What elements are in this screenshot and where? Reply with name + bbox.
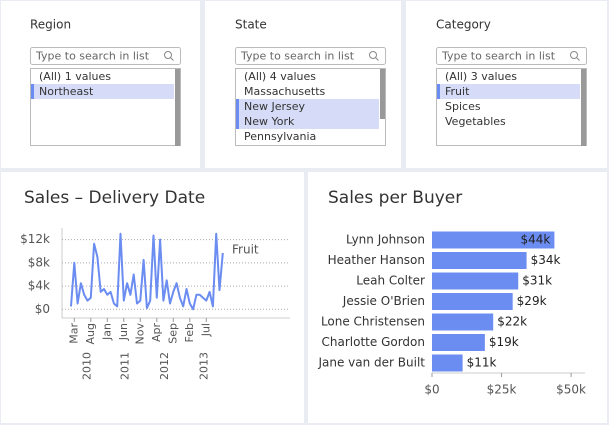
x-tick-label: $50k	[556, 383, 586, 397]
filter-label: Region	[30, 18, 71, 32]
value-label: $22k	[497, 315, 527, 329]
selected-marker	[236, 114, 239, 129]
x-tick-label: Jul	[199, 323, 212, 337]
line-series	[70, 232, 224, 311]
series-label: Fruit	[232, 243, 259, 257]
selected-marker	[437, 84, 440, 99]
list-item[interactable]: New York	[244, 115, 295, 128]
y-tick-label: $8k	[28, 255, 50, 269]
list-box	[30, 68, 181, 146]
list-item[interactable]: Spices	[445, 100, 481, 113]
y-tick-label: Jane van der Built	[317, 356, 425, 370]
bar[interactable]	[432, 354, 463, 372]
bar[interactable]	[432, 252, 527, 269]
list-item[interactable]: Vegetables	[445, 115, 506, 128]
filter-label: State	[235, 18, 267, 32]
search-icon	[375, 57, 379, 61]
list-box	[436, 68, 587, 146]
value-label: $34k	[531, 253, 561, 267]
y-tick-label: $12k	[20, 232, 50, 246]
value-label: $11k	[467, 356, 497, 370]
x-tick-label: Jan	[100, 323, 113, 341]
scrollbar	[581, 69, 586, 146]
search-box[interactable]	[30, 47, 181, 65]
selected-highlight	[437, 84, 580, 99]
x-group-label: 2010	[81, 352, 94, 380]
bar[interactable]	[432, 293, 513, 310]
x-group-label: 2012	[158, 352, 171, 380]
x-tick-label: Mar	[67, 323, 80, 344]
x-tick-label: Jun	[117, 323, 130, 341]
list-item[interactable]: (All) 4 values	[244, 70, 316, 83]
bar[interactable]	[432, 272, 519, 290]
list-item[interactable]: Massachusetts	[244, 85, 326, 98]
search-placeholder: Type to search in list	[35, 50, 150, 63]
search-box[interactable]	[436, 47, 587, 65]
scrollbar	[175, 69, 180, 146]
search-icon	[164, 51, 172, 59]
bar[interactable]	[432, 334, 485, 351]
x-tick-label: $25k	[487, 383, 517, 397]
x-tick-label: Nov	[133, 323, 146, 345]
x-tick-label: Sep	[166, 323, 179, 344]
value-label: $44k	[521, 233, 551, 247]
selected-highlight	[236, 99, 379, 114]
x-tick-label: $0	[424, 383, 439, 397]
value-label: $31k	[522, 274, 552, 288]
chart-panel	[1, 172, 304, 423]
x-tick-label: Apr	[150, 323, 163, 343]
bar[interactable]	[432, 313, 494, 331]
list-item[interactable]: (All) 1 values	[39, 70, 111, 83]
list-item[interactable]: (All) 3 values	[445, 70, 517, 83]
search-icon	[576, 57, 580, 61]
filter-label: Category	[436, 18, 491, 32]
chart-title: Sales per Buyer	[328, 188, 462, 208]
x-group-label: 2011	[118, 352, 131, 380]
y-tick-label: $4k	[28, 279, 50, 293]
y-tick-label: Jessie O'Brien	[342, 294, 425, 308]
selected-marker	[236, 99, 239, 114]
y-tick-label: Lone Christensen	[321, 315, 425, 329]
x-group-label: 2013	[198, 352, 211, 380]
list-item[interactable]: Fruit	[445, 85, 470, 98]
value-label: $29k	[517, 294, 547, 308]
search-box[interactable]	[235, 47, 386, 65]
selected-highlight	[236, 114, 379, 129]
search-icon	[170, 57, 174, 61]
y-tick-label: Heather Hanson	[328, 253, 425, 267]
search-icon	[570, 51, 578, 59]
bar[interactable]	[432, 231, 555, 249]
selected-marker	[31, 84, 34, 99]
x-tick-label: Aug	[84, 323, 97, 344]
x-tick-label: Feb	[183, 323, 196, 342]
y-tick-label: Leah Colter	[356, 274, 425, 288]
y-tick-label: Lynn Johnson	[346, 233, 425, 247]
list-item[interactable]: Northeast	[39, 85, 94, 98]
list-item[interactable]: New Jersey	[244, 100, 306, 113]
search-placeholder: Type to search in list	[441, 50, 556, 63]
search-icon	[369, 51, 377, 59]
value-label: $19k	[489, 335, 519, 349]
scrollbar	[380, 69, 385, 119]
selected-highlight	[31, 84, 174, 99]
y-tick-label: $0	[35, 302, 50, 316]
search-placeholder: Type to search in list	[240, 50, 355, 63]
list-item[interactable]: Pennsylvania	[244, 130, 316, 143]
y-tick-label: Charlotte Gordon	[322, 335, 425, 349]
chart-title: Sales – Delivery Date	[24, 188, 205, 208]
